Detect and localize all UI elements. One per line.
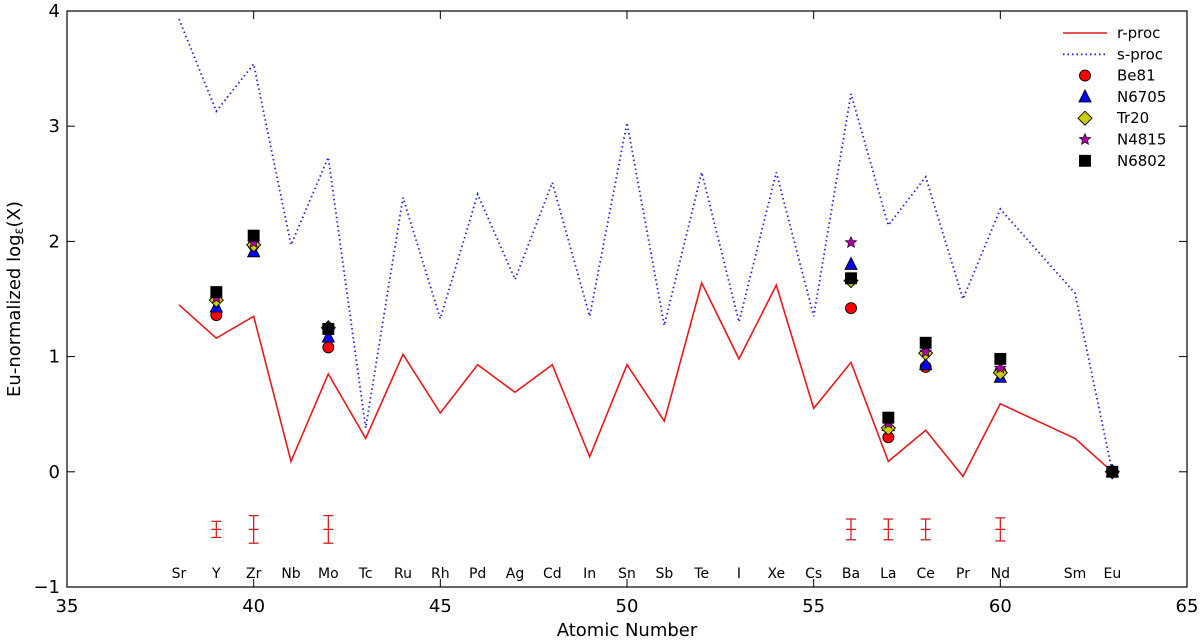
N4815-point [844, 235, 858, 249]
element-label-y: Y [211, 566, 221, 582]
N6802-point [1106, 465, 1119, 478]
element-label-nb: Nb [281, 566, 300, 582]
element-label-sb: Sb [655, 566, 673, 582]
N6802-point [210, 286, 223, 299]
Tr20-point [880, 420, 896, 436]
legend-N6802-label: N6802 [1117, 152, 1166, 170]
y-tick-label: 2 [49, 231, 60, 252]
element-label-mo: Mo [318, 566, 339, 582]
N6802-point [994, 352, 1007, 365]
y-tick-label: 4 [49, 1, 60, 22]
x-tick-label: 50 [616, 596, 639, 617]
element-label-nd: Nd [991, 566, 1010, 582]
element-label-ru: Ru [394, 566, 412, 582]
plot-error-bars [211, 514, 1006, 544]
legend-Tr20-label: Tr20 [1116, 109, 1149, 127]
legend-N6802-marker [1079, 154, 1091, 167]
element-label-cd: Cd [543, 566, 562, 582]
element-label-te: Te [693, 566, 709, 582]
element-label-ba: Ba [842, 566, 860, 582]
element-label-sm: Sm [1064, 566, 1087, 582]
legend-Be81-marker [1079, 69, 1091, 82]
y-tick-label: 3 [49, 116, 60, 137]
y-axis-label: Eu-normalized logε(X) [4, 201, 27, 397]
element-label-zr: Zr [246, 566, 262, 582]
legend-Be81-label: Be81 [1117, 67, 1156, 85]
y-tick-label: 0 [49, 462, 60, 483]
element-label-xe: Xe [768, 566, 786, 582]
s-proc-line [178, 18, 1114, 472]
r-proc-line [178, 280, 1113, 478]
N6705-point [918, 356, 933, 371]
element-labels: Sr Y Zr Nb Mo Tc Ru Rh Pd Ag Cd In Sn Sb Te I Xe Cs Ba La Ce… [172, 566, 1122, 582]
x-tick-label: 40 [242, 596, 265, 617]
Tr20-point [992, 365, 1008, 381]
legend-N6705-label: N6705 [1117, 88, 1166, 106]
legend-N4815-marker [1078, 132, 1092, 146]
plot-markers [208, 229, 1120, 480]
element-label-ce: Ce [916, 566, 934, 582]
element-label-tc: Tc [358, 566, 373, 582]
element-label-sn: Sn [618, 566, 636, 582]
element-label-cs: Cs [805, 566, 822, 582]
N6802-point [882, 411, 895, 424]
legend-r-proc-label: r-proc [1117, 24, 1160, 42]
element-label-ag: Ag [506, 566, 524, 582]
element-label-sr: Sr [172, 566, 187, 582]
Be81-point [845, 302, 857, 315]
element-label-rh: Rh [431, 566, 450, 582]
element-label-eu: Eu [1103, 566, 1121, 582]
element-label-i: I [737, 566, 741, 582]
N6705-point [321, 329, 336, 343]
N6802-point [919, 336, 932, 349]
element-label-la: La [880, 566, 896, 582]
x-tick-label: 45 [429, 596, 452, 617]
legend-N4815-label: N4815 [1117, 131, 1166, 149]
N6802-point [247, 229, 260, 242]
legend-Tr20-marker [1077, 110, 1093, 126]
N6802-point [322, 323, 335, 335]
element-label-pr: Pr [956, 566, 970, 582]
plot-lines [178, 18, 1114, 478]
axis-ticks: 35 40 45 50 55 60 65 −1 0 1 2 3 4 [33, 1, 1198, 617]
N6802-point [845, 272, 857, 285]
element-label-in: In [583, 566, 596, 582]
y-tick-label: −1 [33, 577, 60, 598]
x-tick-label: 35 [56, 596, 79, 617]
x-tick-label: 65 [1176, 596, 1199, 617]
y-tick-label: 1 [49, 347, 60, 368]
N4815-point [919, 345, 933, 358]
x-tick-label: 60 [989, 596, 1012, 617]
legend-s-proc-label: s-proc [1117, 45, 1163, 63]
x-tick-label: 55 [802, 596, 825, 617]
N4815-point [993, 361, 1007, 374]
Be81-point [322, 341, 335, 354]
element-label-pd: Pd [469, 566, 486, 582]
N6705-point [844, 256, 858, 270]
x-axis-label: Atomic Number [557, 620, 698, 641]
plot-frame [66, 10, 1188, 588]
legend: r-proc s-proc Be81 N6705 Tr20 N4815 N6802 [1063, 24, 1166, 170]
legend-N6705-marker [1078, 88, 1092, 103]
